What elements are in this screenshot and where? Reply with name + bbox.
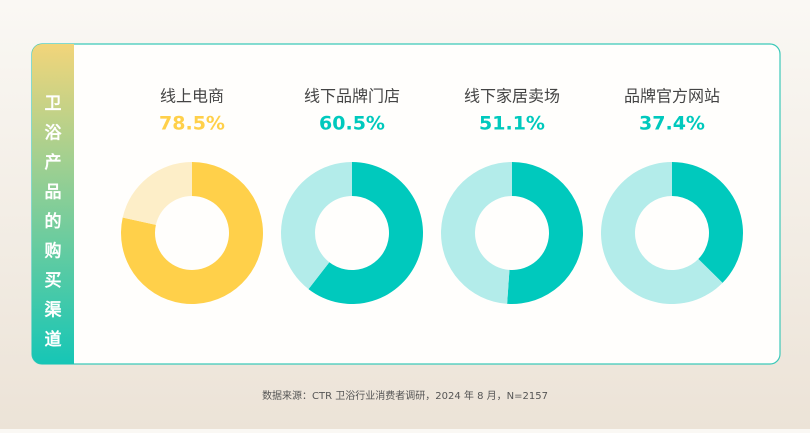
value-label: 37.4% [639, 113, 705, 135]
donut-segment [441, 162, 512, 304]
value-label: 51.1% [479, 113, 545, 135]
donut-segment [672, 162, 743, 283]
donut-segment [507, 162, 583, 304]
side-title-text: 卫浴产品的购买渠道 [44, 94, 63, 350]
donut-segment [122, 162, 192, 225]
source: 数据来源：CTR 卫浴行业消费者调研，2024 年 8 月，N=2157 [262, 389, 548, 402]
chart-title: 线上电商 [160, 87, 224, 106]
donut-segment [600, 162, 723, 304]
donut-segment [121, 162, 263, 304]
side-title: 卫浴产品的购买渠道 [44, 94, 63, 350]
donut-segment [308, 162, 423, 304]
chart-title: 品牌官方网站 [624, 87, 720, 106]
value-label: 60.5% [319, 113, 385, 135]
value-label: 78.5% [159, 113, 225, 135]
side-strip [32, 44, 74, 364]
donut-segment [281, 162, 352, 290]
chart-title: 线下家居卖场 [464, 87, 560, 106]
chart-title: 线下品牌门店 [304, 87, 400, 106]
